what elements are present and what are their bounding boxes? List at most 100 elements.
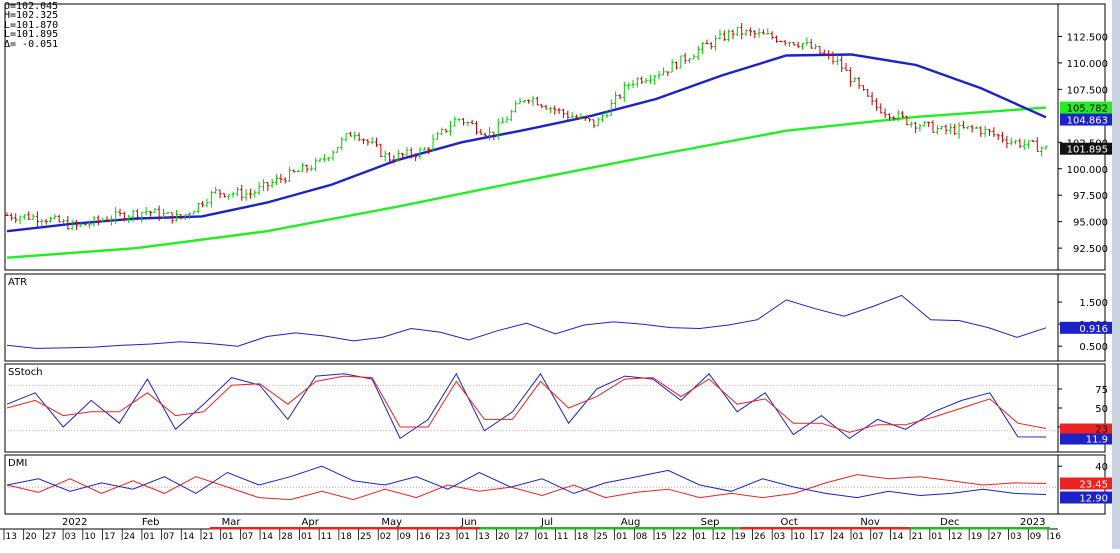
price-ytick-label: 100.000 — [1067, 165, 1108, 176]
time-axis-month-label: Oct — [781, 517, 798, 528]
dmi-ytick-label: 40 — [1095, 462, 1108, 473]
time-axis-month-label: Apr — [302, 517, 320, 528]
atr-series-line-0 — [6, 294, 1047, 349]
time-axis-day-label: 14 — [262, 532, 274, 542]
price-last-value-tag — [1060, 113, 1112, 126]
price-ytick-label: 92.500 — [1073, 244, 1108, 255]
time-axis-day-label: 24 — [124, 532, 136, 542]
time-axis-month-label: Nov — [860, 517, 880, 528]
sstoch-last-value-tag — [1060, 433, 1112, 445]
time-axis-day-label: 01 — [931, 532, 942, 542]
open-readout: O=102.045 — [4, 1, 59, 12]
time-axis-day-label: 24 — [833, 532, 845, 542]
time-axis-day-label: 25 — [596, 532, 607, 542]
atr-last-value-label: 0.916 — [1079, 324, 1108, 335]
price-ytick-label: 97.500 — [1073, 191, 1108, 202]
time-axis-day-label: 01 — [853, 532, 864, 542]
price-last-value-label: 101.895 — [1067, 145, 1108, 156]
panel-frame-0 — [4, 3, 1106, 271]
time-axis-day-label: 11 — [557, 532, 568, 542]
price-ytick-label: 112.500 — [1067, 32, 1108, 43]
time-axis-day-label: 13 — [6, 532, 17, 542]
sstoch-series-line-0 — [6, 372, 1047, 440]
time-axis-day-label: 09 — [399, 532, 411, 542]
last-readout: L=101.895 — [4, 29, 59, 41]
time-axis-day-label: 18 — [340, 532, 352, 542]
time-axis-day-label: 13 — [478, 532, 489, 542]
time-axis-day-label: 03 — [1010, 532, 1021, 542]
atr-ytick-label: 0.500 — [1079, 342, 1108, 353]
dmi-last-value-tag — [1060, 477, 1112, 490]
change-readout: Δ= -0.051 — [4, 38, 59, 50]
time-axis-day-label: 09 — [1030, 532, 1042, 542]
time-axis-day-label: 01 — [301, 532, 312, 542]
time-axis-day-label: 10 — [84, 532, 96, 542]
time-axis-day-label: 14 — [892, 532, 904, 542]
time-axis-day-label: 19 — [734, 532, 746, 542]
sstoch-ytick-label: 50 — [1095, 404, 1108, 415]
time-axis-color-band — [210, 527, 480, 530]
time-axis-day-label: 23 — [439, 532, 450, 542]
time-axis-day-label: 14 — [183, 532, 195, 542]
time-axis-day-label: 26 — [754, 532, 766, 542]
time-axis-color-band — [740, 527, 910, 530]
time-axis-day-label: 03 — [774, 532, 785, 542]
time-axis-day-label: 12 — [715, 532, 726, 542]
time-axis-color-band — [480, 527, 740, 530]
time-axis-day-label: 02 — [380, 532, 391, 542]
price-last-value-tag — [1060, 142, 1112, 155]
time-axis-day-label: 28 — [281, 532, 293, 542]
panel-frame-1 — [4, 273, 1106, 362]
green-moving-average-line — [6, 106, 1047, 259]
atr-last-value-tag — [1060, 321, 1112, 334]
sstoch-last-value-label: 11.9 — [1086, 435, 1108, 446]
time-axis-day-label: 12 — [951, 532, 962, 542]
time-axis-day-label: 21 — [202, 532, 213, 542]
time-axis-month-label: Feb — [142, 517, 160, 528]
time-axis-month-label: Sep — [701, 517, 720, 528]
time-axis-day-label: 16 — [1050, 532, 1062, 542]
time-axis-day-label: 18 — [577, 532, 589, 542]
time-axis-month-label: May — [381, 517, 402, 528]
time-axis-day-label: 27 — [990, 532, 1001, 542]
time-axis-day-label: 15 — [656, 532, 667, 542]
time-axis-month-label: 2023 — [1020, 517, 1045, 528]
time-axis-day-label: 27 — [45, 532, 56, 542]
sstoch-series-line-1 — [6, 375, 1047, 433]
sstoch-last-value-tag — [1060, 423, 1112, 435]
sstoch-last-value-label: 23 — [1095, 425, 1108, 436]
dmi-title: DMI — [8, 458, 27, 469]
time-axis-day-label: 07 — [872, 532, 883, 542]
time-axis-day-label: 01 — [143, 532, 154, 542]
dmi-series-line-1 — [6, 465, 1047, 499]
time-axis-day-label: 01 — [695, 532, 706, 542]
blue-moving-average-line — [6, 53, 1047, 233]
right-scroll-bar[interactable] — [1112, 0, 1120, 549]
price-last-value-label: 104.863 — [1067, 116, 1108, 127]
ohlc-readout: O=102.045 H=102.325 L=101.870 L=101.895 … — [4, 1, 59, 50]
time-axis-day-label: 17 — [104, 532, 115, 542]
time-axis-day-label: 17 — [813, 532, 824, 542]
sstoch-title: SStoch — [8, 367, 43, 378]
dmi-last-value-label: 12.90 — [1079, 494, 1108, 505]
time-axis-day-label: 01 — [222, 532, 233, 542]
sstoch-ytick-label: 75 — [1095, 385, 1108, 396]
time-axis-month-label: Dec — [940, 517, 959, 528]
time-axis-month-label: Jul — [540, 517, 553, 528]
time-axis-color-band — [910, 527, 1050, 530]
time-axis-month-label: 2022 — [62, 517, 87, 528]
dmi-last-value-tag — [1060, 491, 1112, 504]
atr-ytick-label: 1.500 — [1079, 298, 1108, 309]
time-axis-day-label: 21 — [912, 532, 923, 542]
low-readout: L=101.870 — [4, 19, 59, 31]
price-ytick-label: 107.500 — [1067, 85, 1108, 96]
panel-frame-2 — [4, 363, 1106, 453]
time-axis-day-label: 22 — [675, 532, 686, 542]
time-axis-day-label: 25 — [360, 532, 371, 542]
time-axis-day-label: 03 — [65, 532, 76, 542]
time-axis-day-label: 07 — [242, 532, 253, 542]
atr-title: ATR — [8, 277, 27, 288]
time-axis-day-label: 07 — [163, 532, 174, 542]
